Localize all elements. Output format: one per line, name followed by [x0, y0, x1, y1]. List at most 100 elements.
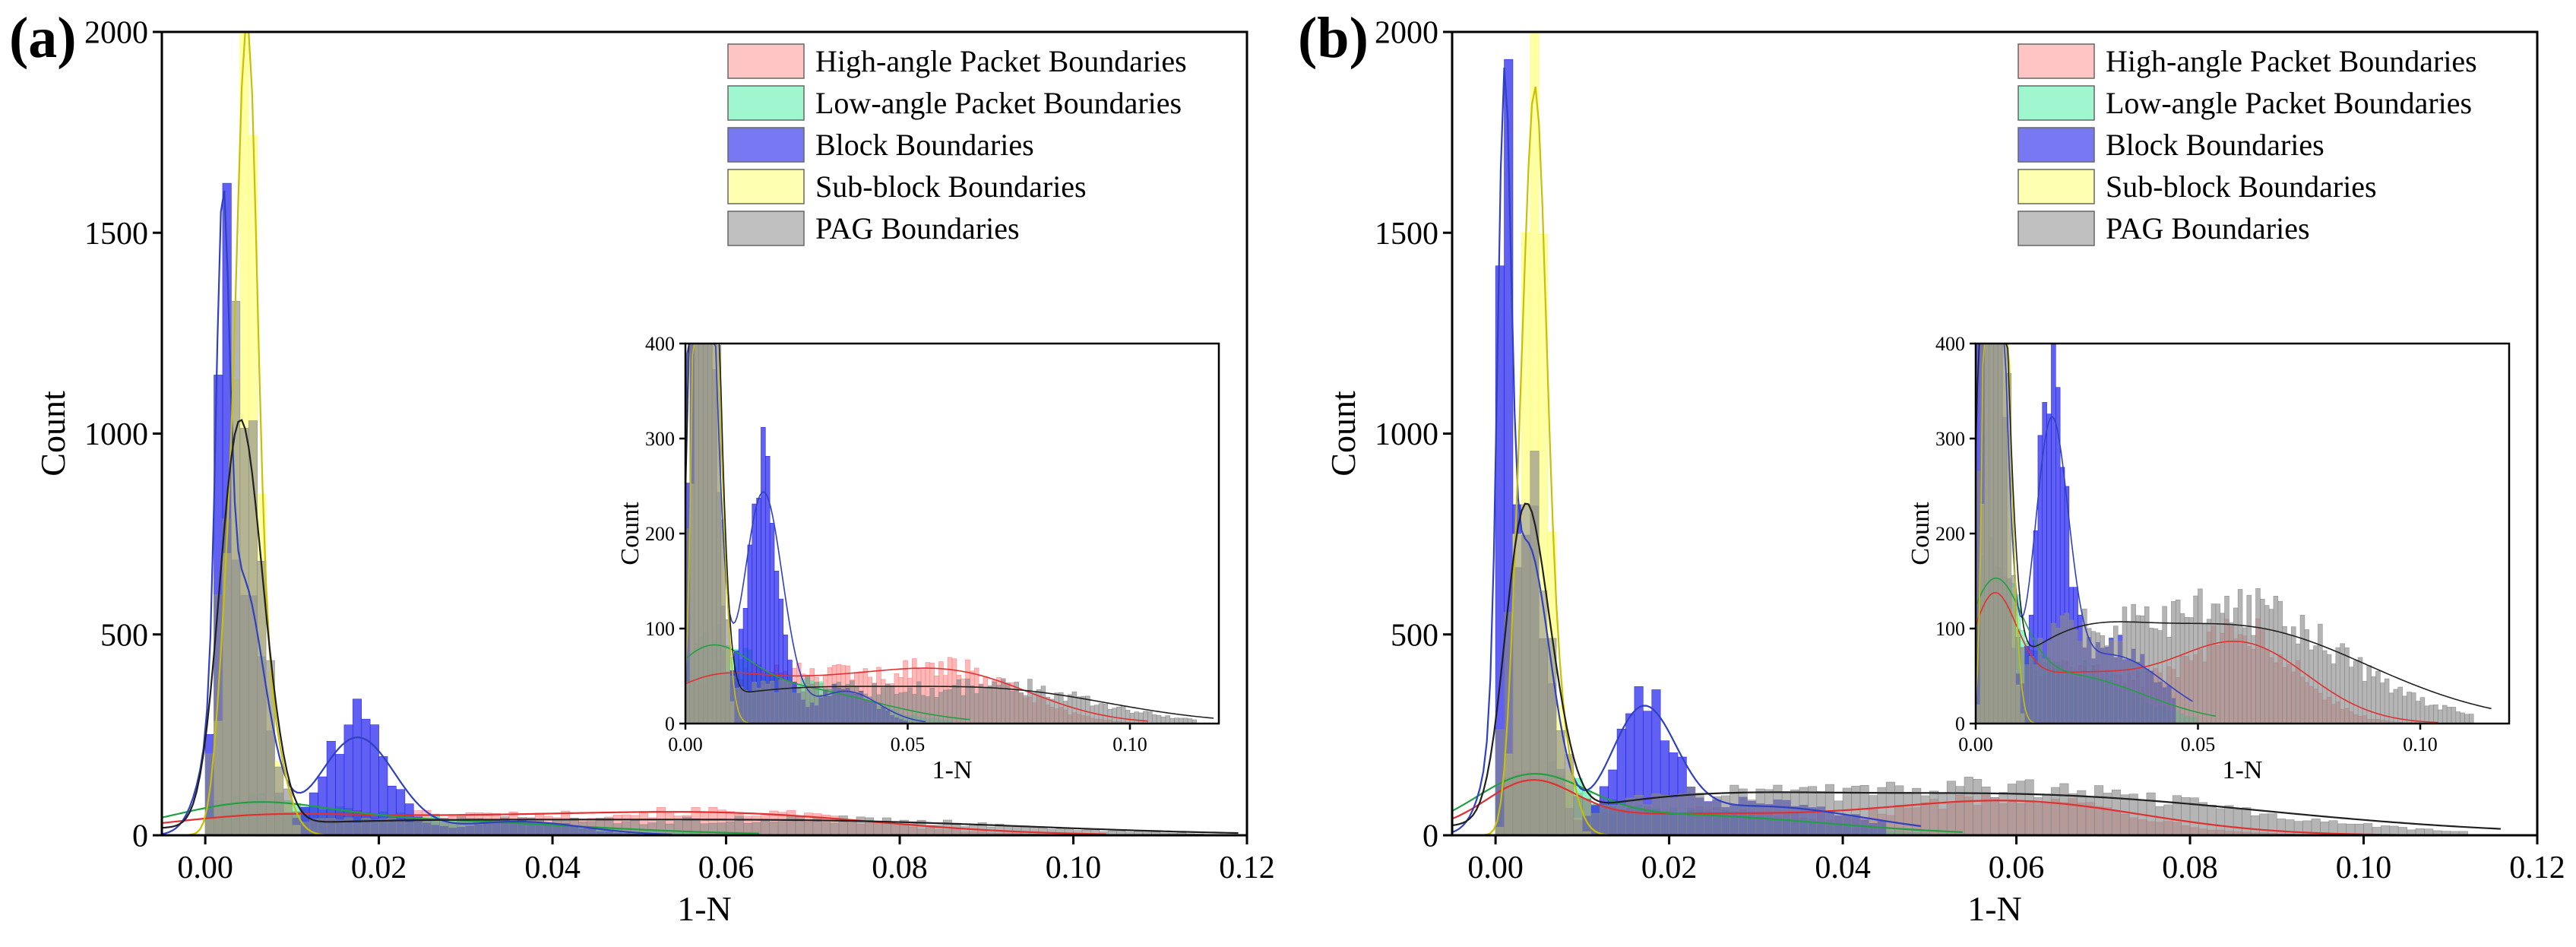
bar-pag [1929, 791, 1938, 835]
legend-label-sub_block: Sub-block Boundaries [2106, 169, 2377, 204]
legend-label-sub_block: Sub-block Boundaries [815, 169, 1087, 204]
y-tick-label: 1000 [1375, 417, 1438, 452]
bar-pag [882, 818, 891, 835]
legend-swatch-pag [2018, 211, 2094, 245]
bar-pag [1556, 730, 1565, 835]
bar-pag [1704, 803, 1712, 835]
bar-pag [2194, 596, 2198, 724]
bar-pag [1013, 826, 1021, 835]
bar-pag [2287, 635, 2292, 724]
bar-pag [926, 697, 930, 724]
bar-pag [2398, 828, 2407, 835]
bar-pag [2291, 627, 2296, 724]
x-axis-label: 1-N [2223, 756, 2263, 784]
x-tick-label: 0.10 [2403, 733, 2438, 755]
bar-pag [969, 826, 977, 835]
bar-pag [2358, 657, 2362, 724]
bar-pag [2260, 599, 2264, 724]
bar-pag [1010, 691, 1014, 724]
bar-pag [2017, 781, 2025, 835]
bar-pag [2411, 693, 2416, 724]
bar-pag [903, 692, 908, 724]
bar-pag [2425, 706, 2429, 724]
bar-pag [275, 767, 283, 835]
bar-pag [2211, 604, 2216, 724]
bar-pag [2268, 814, 2277, 835]
bar-block [761, 427, 765, 724]
bar-pag [2198, 803, 2207, 835]
bar-pag [935, 697, 939, 724]
x-tick-label: 0.06 [1989, 850, 2045, 885]
y-tick-label: 300 [1935, 428, 1965, 450]
bar-pag [2118, 641, 2122, 724]
bar-pag [2002, 344, 2007, 724]
bar-pag [2277, 819, 2285, 835]
bar-pag [819, 695, 824, 724]
bar-pag [695, 344, 699, 724]
bar-pag [431, 822, 439, 835]
y-tick-label: 0 [132, 819, 148, 854]
bar-pag [761, 681, 765, 724]
x-tick-label: 0.00 [1958, 733, 1993, 755]
bar-pag [801, 692, 805, 724]
bar-pag [1669, 798, 1678, 835]
bar-pag [2060, 784, 2068, 835]
y-tick-label: 500 [100, 618, 148, 653]
bar-pag [2372, 676, 2376, 724]
bar-pag [848, 820, 856, 835]
y-tick-label: 400 [645, 333, 675, 355]
bar-pag [2144, 607, 2149, 724]
bar-pag [2122, 607, 2127, 724]
bar-pag [2051, 623, 2055, 724]
bar-pag [2233, 809, 2242, 835]
bar-pag [1843, 788, 1851, 835]
bar-pag [1869, 796, 1877, 835]
bar-pag [770, 681, 774, 724]
bar-pag [2238, 589, 2242, 724]
bar-pag [2296, 644, 2300, 724]
bar-pag [1099, 704, 1103, 724]
bar-pag [1039, 827, 1047, 835]
bar-pag [2173, 796, 2181, 835]
y-tick-label: 2000 [1375, 16, 1438, 51]
bar-pag [1121, 706, 1125, 724]
bar-pag [2460, 713, 2465, 724]
bar-pag [2353, 661, 2358, 724]
bar-pag [2389, 693, 2394, 724]
bar-pag [2189, 618, 2194, 724]
bar-pag [2367, 666, 2372, 724]
bar-pag [1125, 710, 1130, 724]
bar-pag [1993, 344, 1998, 724]
bar-pag [2021, 648, 2025, 724]
bar-pag [874, 822, 882, 835]
bar-pag [2096, 633, 2100, 724]
x-tick-label: 0.10 [1046, 850, 1102, 885]
bar-pag [2078, 641, 2083, 724]
bar-pag [930, 688, 935, 724]
bar-pag [792, 693, 796, 724]
bar-pag [1135, 712, 1139, 724]
bar-pag [2112, 790, 2120, 835]
bar-pag [966, 679, 970, 724]
bar-pag [2068, 793, 2077, 835]
bar-pag [2274, 596, 2278, 724]
bar-pag [1157, 715, 1161, 724]
bar-pag [748, 693, 752, 724]
bar-pag [2164, 805, 2173, 835]
y-tick-label: 0 [665, 713, 675, 735]
bar-pag [2149, 628, 2154, 724]
bar-pag [2264, 606, 2269, 724]
bar-pag [422, 821, 431, 835]
bar-pag [527, 818, 535, 835]
bar-pag [1990, 797, 1998, 835]
bar-pag [1152, 714, 1157, 724]
y-tick-label: 100 [645, 618, 675, 640]
bar-pag [1739, 789, 1747, 835]
bar-pag [2269, 610, 2274, 724]
bar-pag [1834, 801, 1843, 835]
bar-pag [877, 695, 881, 724]
bar-pag [448, 822, 457, 835]
